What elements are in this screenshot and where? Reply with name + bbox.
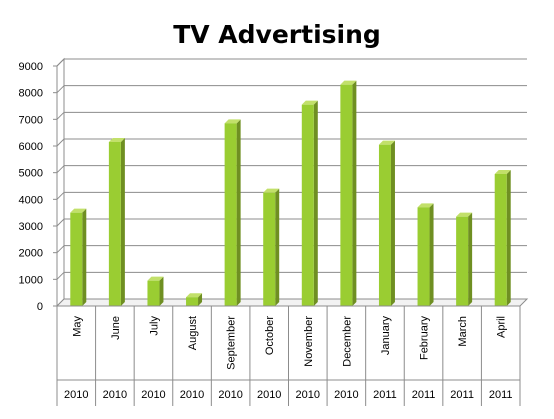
- bar-side: [120, 138, 125, 306]
- year-label: 2010: [334, 389, 358, 401]
- bar-front: [340, 84, 353, 307]
- y-tick-label: 0: [37, 301, 43, 313]
- bar-side: [352, 80, 357, 307]
- bar-front: [456, 216, 469, 306]
- bar-top: [108, 138, 125, 142]
- bar-front: [224, 123, 237, 306]
- bar-top: [417, 203, 434, 208]
- year-label: 2011: [373, 389, 397, 401]
- year-label: 2010: [257, 389, 281, 401]
- gridline-diag: [56, 218, 65, 227]
- y-tick-label: 3000: [19, 221, 43, 233]
- year-label: 2010: [180, 389, 204, 401]
- x-tick-label: November: [303, 316, 315, 367]
- bar-front: [70, 212, 83, 306]
- x-tick-label: June: [110, 316, 122, 340]
- bar: [70, 208, 87, 306]
- bar-side: [313, 100, 318, 307]
- year-label: 2010: [64, 389, 88, 401]
- grid-layer: [53, 57, 529, 308]
- bar-front: [108, 142, 121, 306]
- bar-top: [70, 208, 87, 213]
- x-tick-label: September: [226, 316, 238, 370]
- bar-side: [468, 212, 473, 306]
- gridline-diag: [56, 85, 65, 94]
- bar-side: [198, 293, 203, 306]
- x-tick-label: August: [187, 316, 199, 350]
- bar-top: [340, 80, 357, 85]
- bar-side: [506, 170, 511, 306]
- bar-top: [224, 119, 241, 124]
- y-tick-label: 5000: [19, 168, 43, 180]
- bar-side: [236, 119, 241, 306]
- y-tick-label: 2000: [19, 248, 43, 260]
- bar-front: [417, 207, 430, 306]
- bar: [147, 276, 164, 306]
- bar: [340, 80, 357, 307]
- bar-side: [82, 208, 87, 306]
- side-wall: [56, 57, 65, 308]
- x-tick-label: January: [380, 316, 392, 356]
- year-label: 2010: [141, 389, 165, 401]
- year-label: 2010: [296, 389, 320, 401]
- bars-layer: [70, 80, 511, 307]
- bar-front: [378, 144, 391, 306]
- bar-side: [390, 140, 395, 306]
- bar: [108, 138, 125, 306]
- bar: [263, 188, 280, 306]
- y-tick-label: 9000: [19, 61, 43, 73]
- bar: [378, 140, 395, 306]
- bar: [494, 170, 511, 306]
- bar-side: [275, 188, 280, 306]
- bar-front: [494, 174, 507, 306]
- bar-front: [147, 280, 160, 306]
- gridline-diag: [56, 58, 65, 67]
- year-label: 2011: [489, 389, 513, 401]
- bar-top: [456, 212, 473, 217]
- bar: [417, 203, 434, 306]
- category-axis: May 2010 June 2010 July 2010 August 2010 Septemb…: [56, 305, 521, 406]
- x-tick-label: December: [341, 316, 353, 367]
- x-tick-label: February: [419, 316, 431, 361]
- x-tick-label: July: [148, 316, 160, 336]
- bar: [301, 100, 318, 307]
- year-label: 2010: [218, 389, 242, 401]
- y-tick-label: 1000: [19, 274, 43, 286]
- bar-top: [378, 140, 395, 145]
- bar: [224, 119, 241, 306]
- gridline-diag: [56, 245, 65, 254]
- year-label: 2011: [412, 389, 436, 401]
- gridline-diag: [56, 191, 65, 200]
- year-label: 2010: [103, 389, 127, 401]
- gridline-diag: [56, 111, 65, 120]
- year-label: 2011: [450, 389, 474, 401]
- bar-front: [301, 104, 314, 307]
- gridline-diag: [56, 138, 65, 147]
- bar-front: [186, 297, 199, 306]
- gridline-diag: [56, 271, 65, 280]
- y-tick-label: 6000: [19, 141, 43, 153]
- bar-top: [301, 100, 318, 105]
- bar-side: [159, 276, 164, 306]
- bar-top: [186, 293, 203, 298]
- bar-front: [263, 192, 276, 306]
- y-tick-label: 4000: [19, 194, 43, 206]
- bar-top: [147, 276, 164, 281]
- bar: [456, 212, 473, 306]
- y-tick-label: 8000: [19, 88, 43, 100]
- bar-top: [494, 170, 511, 174]
- bar-side: [429, 203, 434, 306]
- x-tick-label: April: [496, 316, 508, 338]
- x-tick-label: March: [457, 316, 469, 347]
- y-tick-label: 7000: [19, 114, 43, 126]
- y-axis-labels: 0 1000 2000 3000 4000 5000 6000 7000 8000 9000: [19, 61, 43, 313]
- x-tick-label: May: [71, 316, 83, 337]
- gridline-diag: [56, 165, 65, 174]
- chart-title: TV Advertising: [173, 20, 381, 49]
- x-tick-label: October: [264, 316, 276, 355]
- bar-top: [263, 188, 280, 193]
- bar: [186, 293, 203, 306]
